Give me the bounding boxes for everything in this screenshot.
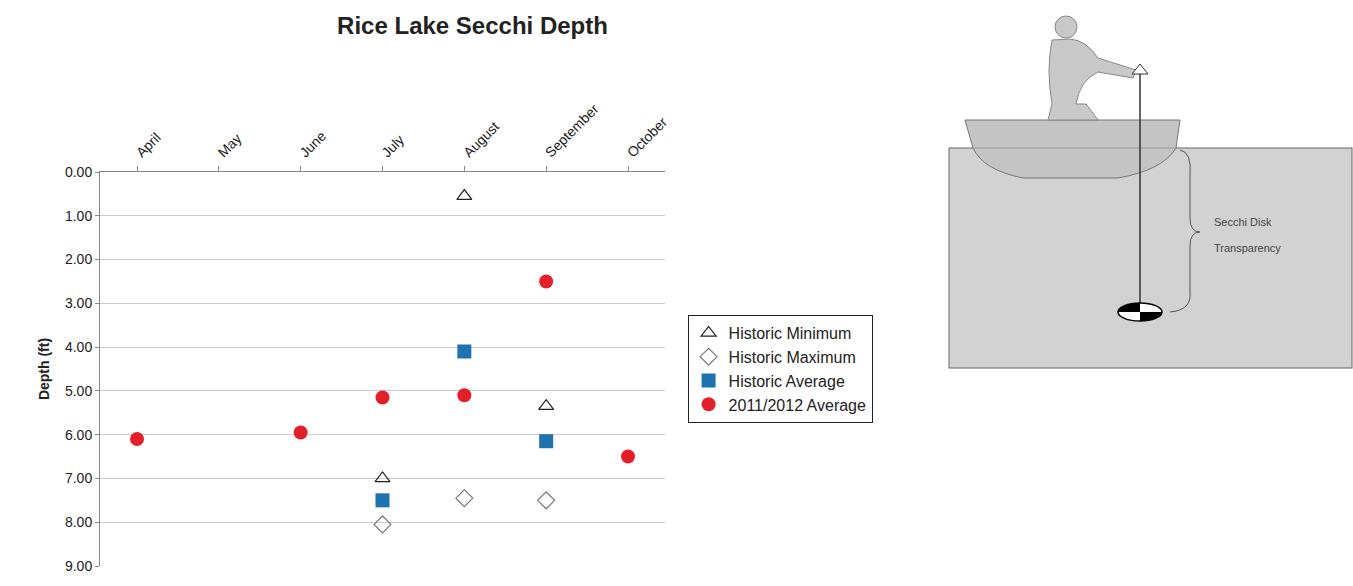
svg-text:July: July bbox=[378, 132, 407, 161]
svg-text:6.00: 6.00 bbox=[65, 427, 92, 443]
svg-text:0.00: 0.00 bbox=[65, 164, 92, 180]
svg-text:Rice Lake Secchi Depth: Rice Lake Secchi Depth bbox=[337, 12, 608, 39]
svg-text:3.00: 3.00 bbox=[65, 295, 92, 311]
svg-text:5.00: 5.00 bbox=[65, 383, 92, 399]
svg-text:7.00: 7.00 bbox=[65, 470, 92, 486]
svg-text:Secchi DiskTransparency: Secchi DiskTransparency bbox=[1214, 216, 1281, 254]
svg-text:Historic Maximum: Historic Maximum bbox=[729, 349, 856, 366]
svg-text:June: June bbox=[296, 128, 329, 161]
svg-text:4.00: 4.00 bbox=[65, 339, 92, 355]
svg-text:8.00: 8.00 bbox=[65, 514, 92, 530]
svg-text:1.00: 1.00 bbox=[65, 208, 92, 224]
svg-text:May: May bbox=[215, 130, 245, 160]
svg-text:Depth (ft): Depth (ft) bbox=[36, 338, 52, 400]
svg-text:2.00: 2.00 bbox=[65, 251, 92, 267]
svg-text:Historic Average: Historic Average bbox=[729, 373, 845, 390]
svg-text:April: April bbox=[133, 129, 164, 160]
svg-text:9.00: 9.00 bbox=[65, 558, 92, 574]
svg-text:Historic Minimum: Historic Minimum bbox=[729, 325, 852, 342]
svg-text:September: September bbox=[542, 100, 602, 160]
svg-text:2011/2012 Average: 2011/2012 Average bbox=[729, 397, 866, 414]
svg-text:August: August bbox=[460, 118, 502, 160]
svg-text:October: October bbox=[624, 114, 671, 161]
